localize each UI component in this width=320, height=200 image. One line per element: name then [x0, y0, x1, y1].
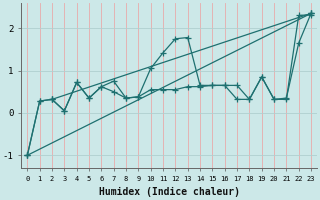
X-axis label: Humidex (Indice chaleur): Humidex (Indice chaleur) — [99, 187, 240, 197]
